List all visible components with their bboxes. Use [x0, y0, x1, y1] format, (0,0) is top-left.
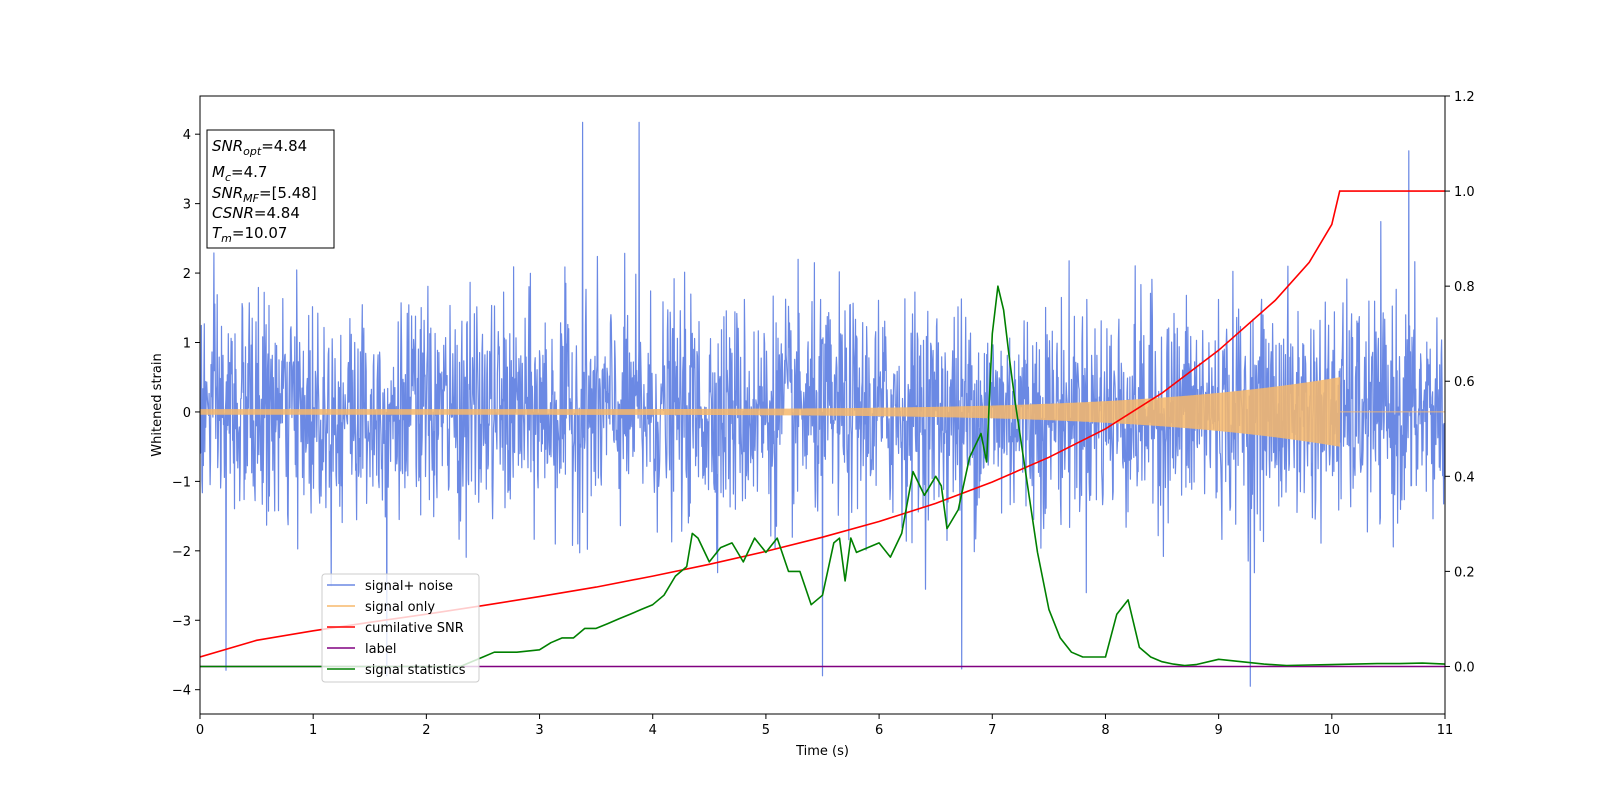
y-right-tick-label: 0.4 [1454, 470, 1475, 485]
x-tick-label: 6 [875, 723, 883, 738]
x-tick-label: 3 [535, 723, 543, 738]
x-axis-label: Time (s) [795, 744, 849, 759]
x-tick-label: 5 [762, 723, 770, 738]
info-snr-opt-value: =4.84 [261, 137, 307, 155]
y-left-tick-label: 2 [183, 267, 191, 282]
info-snr-mf-value: =[5.48] [259, 184, 317, 202]
x-tick-label: 8 [1101, 723, 1109, 738]
legend-label-cumilative-snr: cumilative SNR [365, 621, 464, 636]
y-left-tick-label: 3 [183, 198, 191, 213]
y-left-tick-label: −3 [172, 614, 191, 629]
x-tick-label: 2 [422, 723, 430, 738]
series-signal-statistics-line [200, 285, 1445, 668]
info-tm-value: =10.07 [232, 224, 288, 242]
x-tick-label: 7 [988, 723, 996, 738]
x-tick-label: 10 [1324, 723, 1341, 738]
y-left-tick-label: −1 [172, 475, 191, 490]
x-tick-label: 4 [649, 723, 657, 738]
y-right-tick-label: 0.2 [1454, 565, 1475, 580]
x-tick-label: 1 [309, 723, 317, 738]
legend-label-signal-only: signal only [365, 600, 435, 615]
legend: signal+ noise signal only cumilative SNR… [321, 573, 480, 683]
y-left-tick-label: 1 [183, 337, 191, 352]
info-csnr: CSNR=4.84 [212, 204, 300, 222]
y-right-tick-label: 0.8 [1454, 280, 1475, 295]
y-left-tick-label: −4 [172, 684, 191, 699]
legend-label-signal-statistics: signal statistics [365, 663, 466, 678]
info-mc: Mc=4.7 [212, 163, 267, 184]
info-snr-mf: SNRMF=[5.48] [212, 184, 317, 205]
legend-frame [321, 573, 480, 683]
legend-label-label: label [365, 642, 396, 657]
x-tick-label: 9 [1214, 723, 1222, 738]
series-signal-only-line [200, 377, 1445, 447]
plot-area [200, 121, 1445, 687]
y-left-tick-label: 0 [183, 406, 191, 421]
info-box-frame [206, 129, 335, 249]
y-axis-left-ticks: −4 −3 −2 −1 0 1 2 3 4 [172, 128, 200, 699]
y-axis-label: Whitened strain [150, 353, 165, 456]
y-left-tick-label: −2 [172, 545, 191, 560]
y-left-tick-label: 4 [183, 128, 191, 143]
legend-label-signal-noise: signal+ noise [365, 579, 453, 594]
y-right-tick-label: 0.0 [1454, 660, 1475, 675]
info-snr-opt: SNRopt=4.84 [212, 137, 307, 158]
y-right-tick-label: 0.6 [1454, 375, 1475, 390]
x-tick-label: 11 [1437, 723, 1454, 738]
y-axis-right-ticks: 0.0 0.2 0.4 0.6 0.8 1.0 1.2 [1445, 90, 1475, 675]
plot-frame [199, 95, 1446, 715]
x-axis-ticks: 0 1 2 3 4 5 6 7 8 9 10 11 [196, 714, 1453, 738]
info-csnr-value: =4.84 [254, 204, 300, 222]
y-right-tick-label: 1.0 [1454, 185, 1475, 200]
x-tick-label: 0 [196, 723, 204, 738]
info-tm: Tm=10.07 [212, 224, 287, 245]
info-mc-value: =4.7 [231, 163, 267, 181]
y-right-tick-label: 1.2 [1454, 90, 1475, 105]
info-box: SNRopt=4.84 Mc=4.7 SNRMF=[5.48] CSNR=4.8… [206, 129, 335, 249]
